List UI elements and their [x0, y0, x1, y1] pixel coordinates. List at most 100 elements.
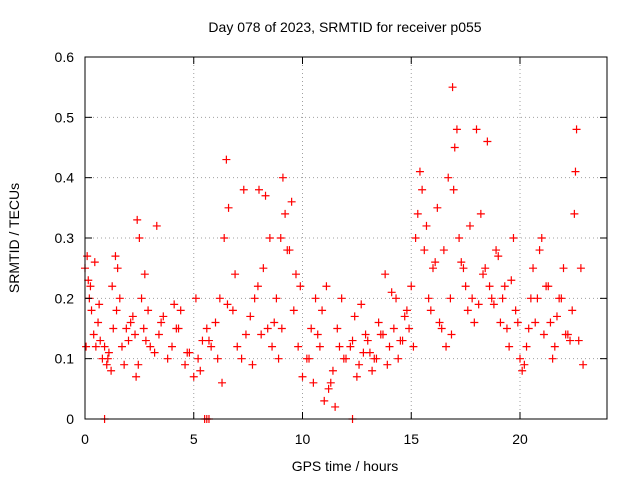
- data-point: [385, 342, 394, 351]
- data-point: [305, 354, 314, 363]
- data-point: [213, 354, 222, 363]
- data-point: [552, 312, 561, 321]
- data-point: [557, 294, 566, 303]
- data-point: [502, 324, 511, 333]
- data-point: [146, 342, 155, 351]
- data-point: [571, 167, 580, 176]
- data-point: [470, 318, 479, 327]
- data-point: [392, 294, 401, 303]
- data-point: [405, 324, 414, 333]
- data-point: [211, 318, 220, 327]
- data-point: [189, 372, 198, 381]
- data-point: [248, 360, 257, 369]
- data-point: [141, 336, 150, 345]
- data-point: [566, 336, 575, 345]
- data-point: [568, 306, 577, 315]
- data-point: [157, 318, 166, 327]
- data-point: [522, 342, 531, 351]
- data-point: [378, 330, 387, 339]
- data-point: [237, 354, 246, 363]
- data-point: [402, 306, 411, 315]
- data-point: [222, 155, 231, 164]
- data-point: [361, 330, 370, 339]
- data-point: [496, 318, 505, 327]
- data-point: [333, 324, 342, 333]
- data-point: [352, 372, 361, 381]
- data-point: [574, 336, 583, 345]
- data-point: [526, 294, 535, 303]
- data-point: [255, 185, 263, 194]
- data-point: [124, 336, 133, 345]
- data-point: [90, 258, 99, 267]
- data-point: [113, 264, 122, 273]
- x-tick-label: 15: [403, 431, 419, 447]
- data-point: [337, 294, 346, 303]
- data-point: [444, 173, 453, 182]
- data-point: [91, 342, 100, 351]
- data-point: [383, 360, 392, 369]
- data-point: [459, 264, 468, 273]
- data-point: [355, 360, 364, 369]
- data-point: [483, 137, 492, 146]
- data-point: [96, 336, 105, 345]
- data-point: [374, 318, 383, 327]
- data-point: [152, 221, 161, 230]
- data-point: [220, 234, 229, 242]
- data-point: [139, 324, 148, 333]
- data-point: [561, 330, 570, 339]
- data-point: [447, 330, 456, 339]
- x-tick-label: 5: [190, 431, 198, 447]
- data-point: [202, 324, 211, 333]
- data-point: [437, 324, 446, 333]
- data-point: [176, 306, 185, 315]
- data-point: [112, 306, 121, 315]
- data-point: [135, 234, 144, 242]
- data-point: [309, 378, 318, 387]
- data-point: [163, 354, 172, 363]
- data-point: [181, 360, 190, 369]
- data-point: [433, 203, 442, 212]
- data-point: [233, 342, 242, 351]
- data-point: [137, 294, 146, 303]
- data-point: [472, 125, 481, 134]
- data-point: [357, 300, 366, 309]
- data-point: [422, 221, 431, 230]
- data-point: [117, 342, 126, 351]
- data-point: [400, 312, 409, 321]
- data-point: [281, 209, 290, 218]
- data-point: [276, 234, 285, 242]
- data-point: [576, 264, 585, 273]
- data-point: [468, 294, 477, 303]
- data-point: [431, 258, 440, 267]
- y-tick-label: 0: [66, 411, 74, 427]
- data-point: [500, 282, 509, 291]
- data-point: [335, 342, 344, 351]
- data-point: [394, 354, 403, 363]
- data-point: [346, 342, 355, 351]
- data-point: [86, 282, 95, 291]
- y-tick-label: 0.5: [55, 109, 75, 125]
- data-point: [513, 318, 522, 327]
- data-point: [407, 282, 416, 291]
- data-point: [550, 342, 559, 351]
- data-point: [511, 306, 520, 315]
- data-point: [450, 143, 459, 152]
- data-point: [196, 366, 205, 375]
- data-point: [131, 330, 140, 339]
- x-tick-label: 10: [295, 431, 311, 447]
- y-tick-label: 0.1: [55, 351, 75, 367]
- data-point: [95, 300, 104, 309]
- data-point: [485, 282, 494, 291]
- data-point: [104, 348, 113, 357]
- data-point: [463, 306, 472, 315]
- data-point: [348, 336, 357, 345]
- data-point: [570, 209, 579, 218]
- data-point: [537, 234, 546, 242]
- data-point: [291, 270, 300, 279]
- data-point: [429, 264, 437, 273]
- data-point: [270, 318, 279, 327]
- data-point: [452, 125, 461, 134]
- data-point: [183, 348, 192, 357]
- y-tick-label: 0.4: [55, 170, 75, 186]
